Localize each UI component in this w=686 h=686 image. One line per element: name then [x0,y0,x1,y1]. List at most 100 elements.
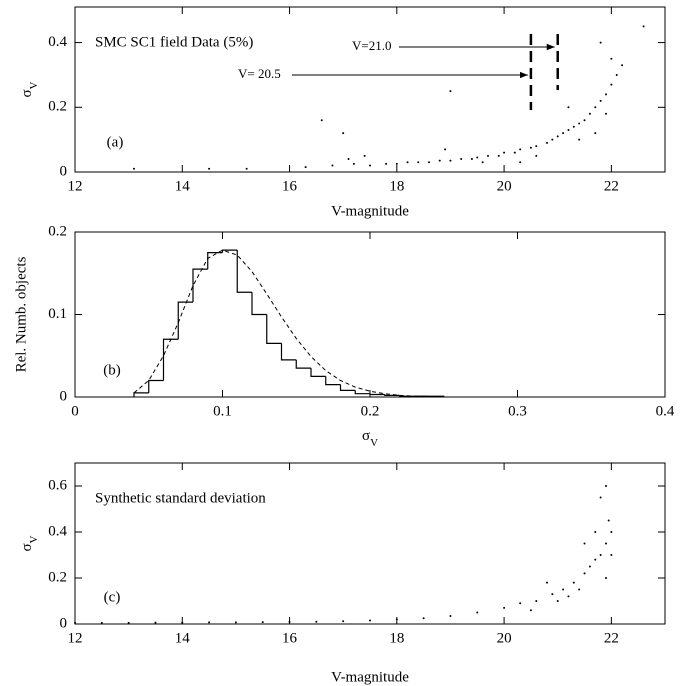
histogram-step [354,390,370,395]
histogram-step [177,301,193,340]
fit-curve [133,249,444,398]
histogram-step [266,314,282,344]
x-tick-label: 18 [389,178,404,194]
panel-title: Synthetic standard deviation [95,490,266,506]
y-tick-label: 0 [60,163,68,179]
point [261,621,264,624]
y-tick-label: 0.1 [48,306,67,322]
point [369,619,371,622]
plot-frame [74,6,666,173]
histogram-step [310,368,326,377]
panel-label: (b) [103,362,121,378]
point [245,167,248,170]
x-tick-label: 0 [71,403,79,419]
point [476,156,479,159]
point [444,148,447,151]
point [470,158,473,161]
point [449,614,452,617]
point [556,600,559,602]
point [127,621,130,624]
point [476,611,479,614]
point [181,621,184,624]
x-axis-label: V-magnitude [331,203,409,219]
point [497,154,500,157]
point [610,531,613,533]
y-axis-label-main: σ [19,89,35,97]
point [605,485,607,487]
y-tick-label: 0.2 [48,569,67,585]
x-tick-label: 16 [282,630,298,646]
y-axis-label-sub: V [28,81,40,89]
point [331,164,334,167]
point [605,542,607,545]
histogram-step [384,394,400,396]
histogram-step [280,343,297,361]
point [428,161,430,164]
y-axis-label: σV [19,81,39,97]
point [642,25,645,28]
x-tick-label: 12 [68,630,83,646]
point [610,57,613,60]
threshold-label: V= 20.5 [238,66,281,81]
point [572,581,575,584]
y-tick-label: 0.6 [48,477,67,493]
point [615,73,618,76]
point [385,162,388,165]
point [556,135,559,138]
point [369,164,371,167]
point [551,138,554,141]
point [583,542,586,545]
point [546,581,548,584]
y-tick-label: 0.4 [48,34,67,50]
histogram-step [339,384,356,391]
point [481,161,484,164]
point [487,154,489,157]
point [562,132,565,135]
point [315,620,318,623]
x-tick-label: 20 [497,178,512,194]
point [438,159,441,162]
point [588,112,591,115]
point [529,146,532,149]
histogram-step [207,252,223,270]
point [519,148,522,151]
x-tick-label: 16 [282,178,298,194]
histogram-step [325,376,341,386]
point [621,64,624,67]
x-tick-label: 12 [68,178,83,194]
point [599,554,602,556]
point [395,162,398,165]
plot-frame [74,462,666,625]
point [605,577,607,579]
y-axis-label-main: σ [19,543,35,551]
point [154,621,157,624]
point [594,531,597,533]
point [208,621,211,624]
x-tick-label: 20 [497,630,512,646]
point [519,161,522,164]
point [529,609,532,612]
point [342,132,345,135]
point [288,620,291,623]
y-axis-label-sub: V [28,535,40,543]
panel-label: (c) [104,589,121,605]
point [546,141,548,144]
point [417,161,420,164]
point [74,621,76,624]
panel-title: SMC SC1 field Data (5%) [95,34,253,50]
x-tick-label: 14 [175,630,191,646]
histogram-step [148,379,164,393]
point [567,128,570,131]
point [567,595,570,598]
point [460,158,463,161]
x-tick-label: 0.2 [361,403,380,419]
x-tick-label: 18 [389,630,404,646]
panel-label: (a) [107,134,124,150]
point [583,572,586,575]
point [449,90,452,93]
point [605,93,607,96]
point [562,588,565,591]
histogram-step [251,292,267,316]
x-tick-label: 0.4 [656,403,675,419]
x-tick-label: 0.3 [508,403,527,419]
